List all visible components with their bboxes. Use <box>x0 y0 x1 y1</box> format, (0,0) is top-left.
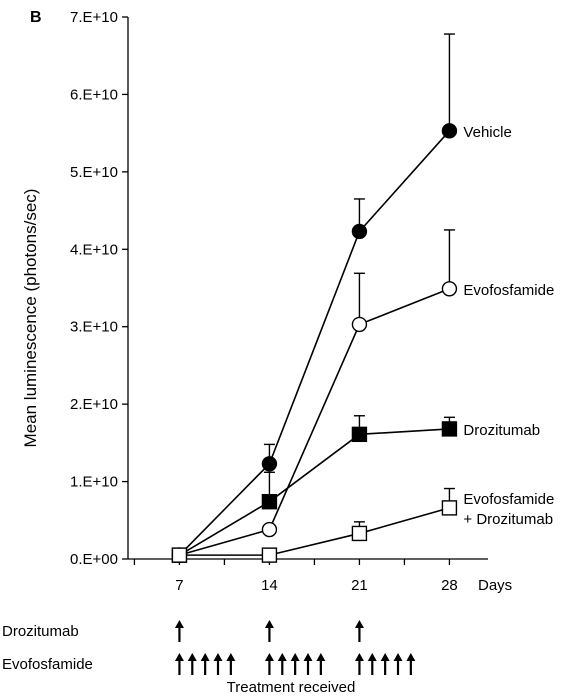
series-labels: Vehicle Evofosfamide Drozitumab Evofosfamid… <box>463 124 554 528</box>
series-line <box>179 507 450 556</box>
dose-arrow <box>354 620 364 642</box>
dose-arrow <box>406 653 416 675</box>
y-axis-label: Mean luminescence (photons/sec) <box>21 189 40 448</box>
dose-arrow <box>277 653 287 675</box>
y-tick-label: 7.E+10 <box>70 9 118 26</box>
data-point <box>171 547 188 563</box>
data-point <box>351 426 368 443</box>
x-tick-label: 21 <box>351 577 368 594</box>
y-ticks: 0.E+00 1.E+10 2.E+10 3.E+10 4.E+10 5.E+10 6.E+… <box>70 9 128 568</box>
x-tick-label: 7 <box>175 577 183 594</box>
dose-arrow <box>303 653 313 675</box>
dose-arrow <box>354 653 364 675</box>
series-markers <box>171 123 458 563</box>
y-tick-label: 4.E+10 <box>70 241 118 258</box>
dose-arrow <box>200 653 210 675</box>
dose-arrow <box>264 653 274 675</box>
dose-arrow <box>226 653 236 675</box>
data-point <box>261 521 278 538</box>
dose-arrow <box>316 653 326 675</box>
series-label: Vehicle <box>463 124 511 141</box>
series-label: Evofosfamide + Drozitumab <box>463 491 554 528</box>
x-tick-label: 28 <box>441 577 458 594</box>
y-tick-label: 3.E+10 <box>70 319 118 336</box>
series-lines <box>178 130 451 556</box>
panel-label: B <box>30 9 42 26</box>
y-tick-label: 2.E+10 <box>70 396 118 413</box>
data-point <box>261 547 278 563</box>
treatment-schedule: Drozitumab Evofosfamide <box>2 620 416 675</box>
treatment-caption: Treatment received <box>227 679 356 696</box>
data-point <box>261 494 278 510</box>
dose-arrow <box>380 653 390 675</box>
series-line <box>179 428 450 556</box>
dose-arrow <box>290 653 300 675</box>
dose-arrow <box>367 653 377 675</box>
y-tick-label: 1.E+10 <box>70 474 118 491</box>
axes <box>127 17 488 560</box>
data-point <box>351 525 368 542</box>
data-point <box>441 123 458 139</box>
data-point <box>441 421 458 437</box>
data-point <box>441 500 458 516</box>
series-label: Drozitumab <box>463 422 540 439</box>
y-tick-label: 6.E+10 <box>70 86 118 103</box>
data-point <box>261 456 278 472</box>
dose-arrow <box>264 620 274 642</box>
y-tick-label: 0.E+00 <box>70 551 118 568</box>
treatment-row-label: Drozitumab <box>2 623 79 640</box>
x-ticks: 7 14 21 28 <box>133 559 458 594</box>
dose-arrow <box>393 653 403 675</box>
series-label: Evofosfamide <box>463 282 554 299</box>
error-bars <box>263 33 455 534</box>
dose-arrow <box>174 653 184 675</box>
data-point <box>351 223 368 240</box>
x-axis-unit: Days <box>478 577 512 594</box>
dose-arrow <box>187 653 197 675</box>
treatment-row-label: Evofosfamide <box>2 656 93 673</box>
data-point <box>441 281 458 297</box>
dose-arrow <box>213 653 223 675</box>
x-tick-label: 14 <box>261 577 278 594</box>
y-tick-label: 5.E+10 <box>70 164 118 181</box>
dose-arrow <box>174 620 184 642</box>
data-point <box>351 316 368 333</box>
series-line <box>179 288 450 556</box>
series-line <box>178 130 451 556</box>
